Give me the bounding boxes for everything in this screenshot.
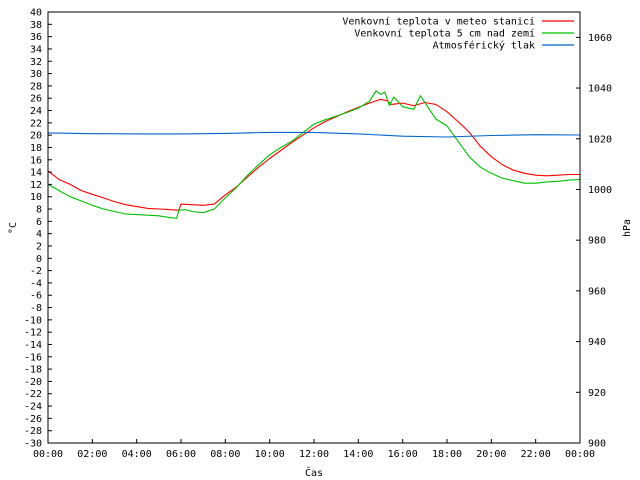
x-tick-label: 08:00 [210, 449, 240, 460]
y-tick-label: 0 [36, 254, 42, 265]
y-tick-label: 14 [30, 168, 42, 179]
y2-axis-label: hPa [622, 219, 633, 237]
y-tick-label: -22 [24, 389, 42, 400]
x-tick-label: 22:00 [521, 449, 551, 460]
y2-tick-label: 1060 [588, 33, 612, 44]
y-tick-label: 36 [30, 32, 42, 43]
legend-label-2: Venkovní teplota 5 cm nad zemí [354, 28, 535, 40]
y-axis-label: °C [8, 222, 19, 234]
y-tick-label: 4 [36, 229, 42, 240]
y2-tick-label: 1040 [588, 84, 612, 95]
x-tick-label: 18:00 [432, 449, 462, 460]
plot-layer [47, 90, 581, 219]
legend-label-3: Atmosférický tlak [433, 40, 535, 52]
y-tick-label: 12 [30, 180, 42, 191]
x-tick-label: 00:00 [33, 449, 63, 460]
series-line-2 [47, 90, 581, 219]
legend-label-1: Venkovní teplota v meteo stanici [342, 16, 535, 28]
y-tick-label: 40 [30, 8, 42, 19]
y2-tick-label: 900 [588, 439, 606, 450]
y2-tick-label: 1020 [588, 134, 612, 145]
y-tick-label: -30 [24, 439, 42, 450]
y-tick-label: -14 [24, 340, 42, 351]
y-tick-label: -18 [24, 365, 42, 376]
y-tick-label: -10 [24, 315, 42, 326]
y-tick-label: -16 [24, 352, 42, 363]
y-tick-label: -6 [30, 291, 42, 302]
x-tick-label: 02:00 [77, 449, 107, 460]
x-tick-label: 06:00 [166, 449, 196, 460]
y-tick-label: 20 [30, 131, 42, 142]
y-tick-label: 22 [30, 118, 42, 129]
y-tick-label: 18 [30, 143, 42, 154]
y-tick-label: -26 [24, 414, 42, 425]
x-tick-label: 12:00 [299, 449, 329, 460]
y-tick-label: -12 [24, 328, 42, 339]
y-tick-label: 30 [30, 69, 42, 80]
y-tick-label: -28 [24, 426, 42, 437]
y-tick-label: 28 [30, 81, 42, 92]
y-tick-label: -8 [30, 303, 42, 314]
y-tick-label: 8 [36, 205, 42, 216]
x-tick-label: 16:00 [388, 449, 418, 460]
axis-layer: -30-28-26-24-22-20-18-16-14-12-10-8-6-4-… [24, 8, 612, 461]
x-axis-label: Čas [305, 466, 323, 479]
y-tick-label: -4 [30, 278, 42, 289]
x-tick-label: 10:00 [255, 449, 285, 460]
y-tick-label: 24 [30, 106, 42, 117]
y-tick-label: -24 [24, 402, 42, 413]
y-tick-label: 6 [36, 217, 42, 228]
y-tick-label: 34 [30, 44, 42, 55]
legend: Venkovní teplota v meteo staniciVenkovní… [342, 16, 574, 52]
y2-tick-label: 940 [588, 337, 606, 348]
x-tick-label: 00:00 [565, 449, 595, 460]
x-tick-label: 14:00 [343, 449, 373, 460]
y2-tick-label: 960 [588, 286, 606, 297]
y-tick-label: 32 [30, 57, 42, 68]
y-tick-label: 10 [30, 192, 42, 203]
y-tick-label: 26 [30, 94, 42, 105]
x-tick-label: 20:00 [476, 449, 506, 460]
y-tick-label: 2 [36, 241, 42, 252]
series-line-1 [47, 98, 580, 211]
y-tick-label: 16 [30, 155, 42, 166]
y-tick-label: 38 [30, 20, 42, 31]
y-tick-label: -20 [24, 377, 42, 388]
x-tick-label: 04:00 [122, 449, 152, 460]
y2-tick-label: 1000 [588, 185, 612, 196]
series-line-3 [47, 131, 581, 138]
y2-tick-label: 980 [588, 236, 606, 247]
y2-tick-label: 920 [588, 388, 606, 399]
y-tick-label: -2 [30, 266, 42, 277]
